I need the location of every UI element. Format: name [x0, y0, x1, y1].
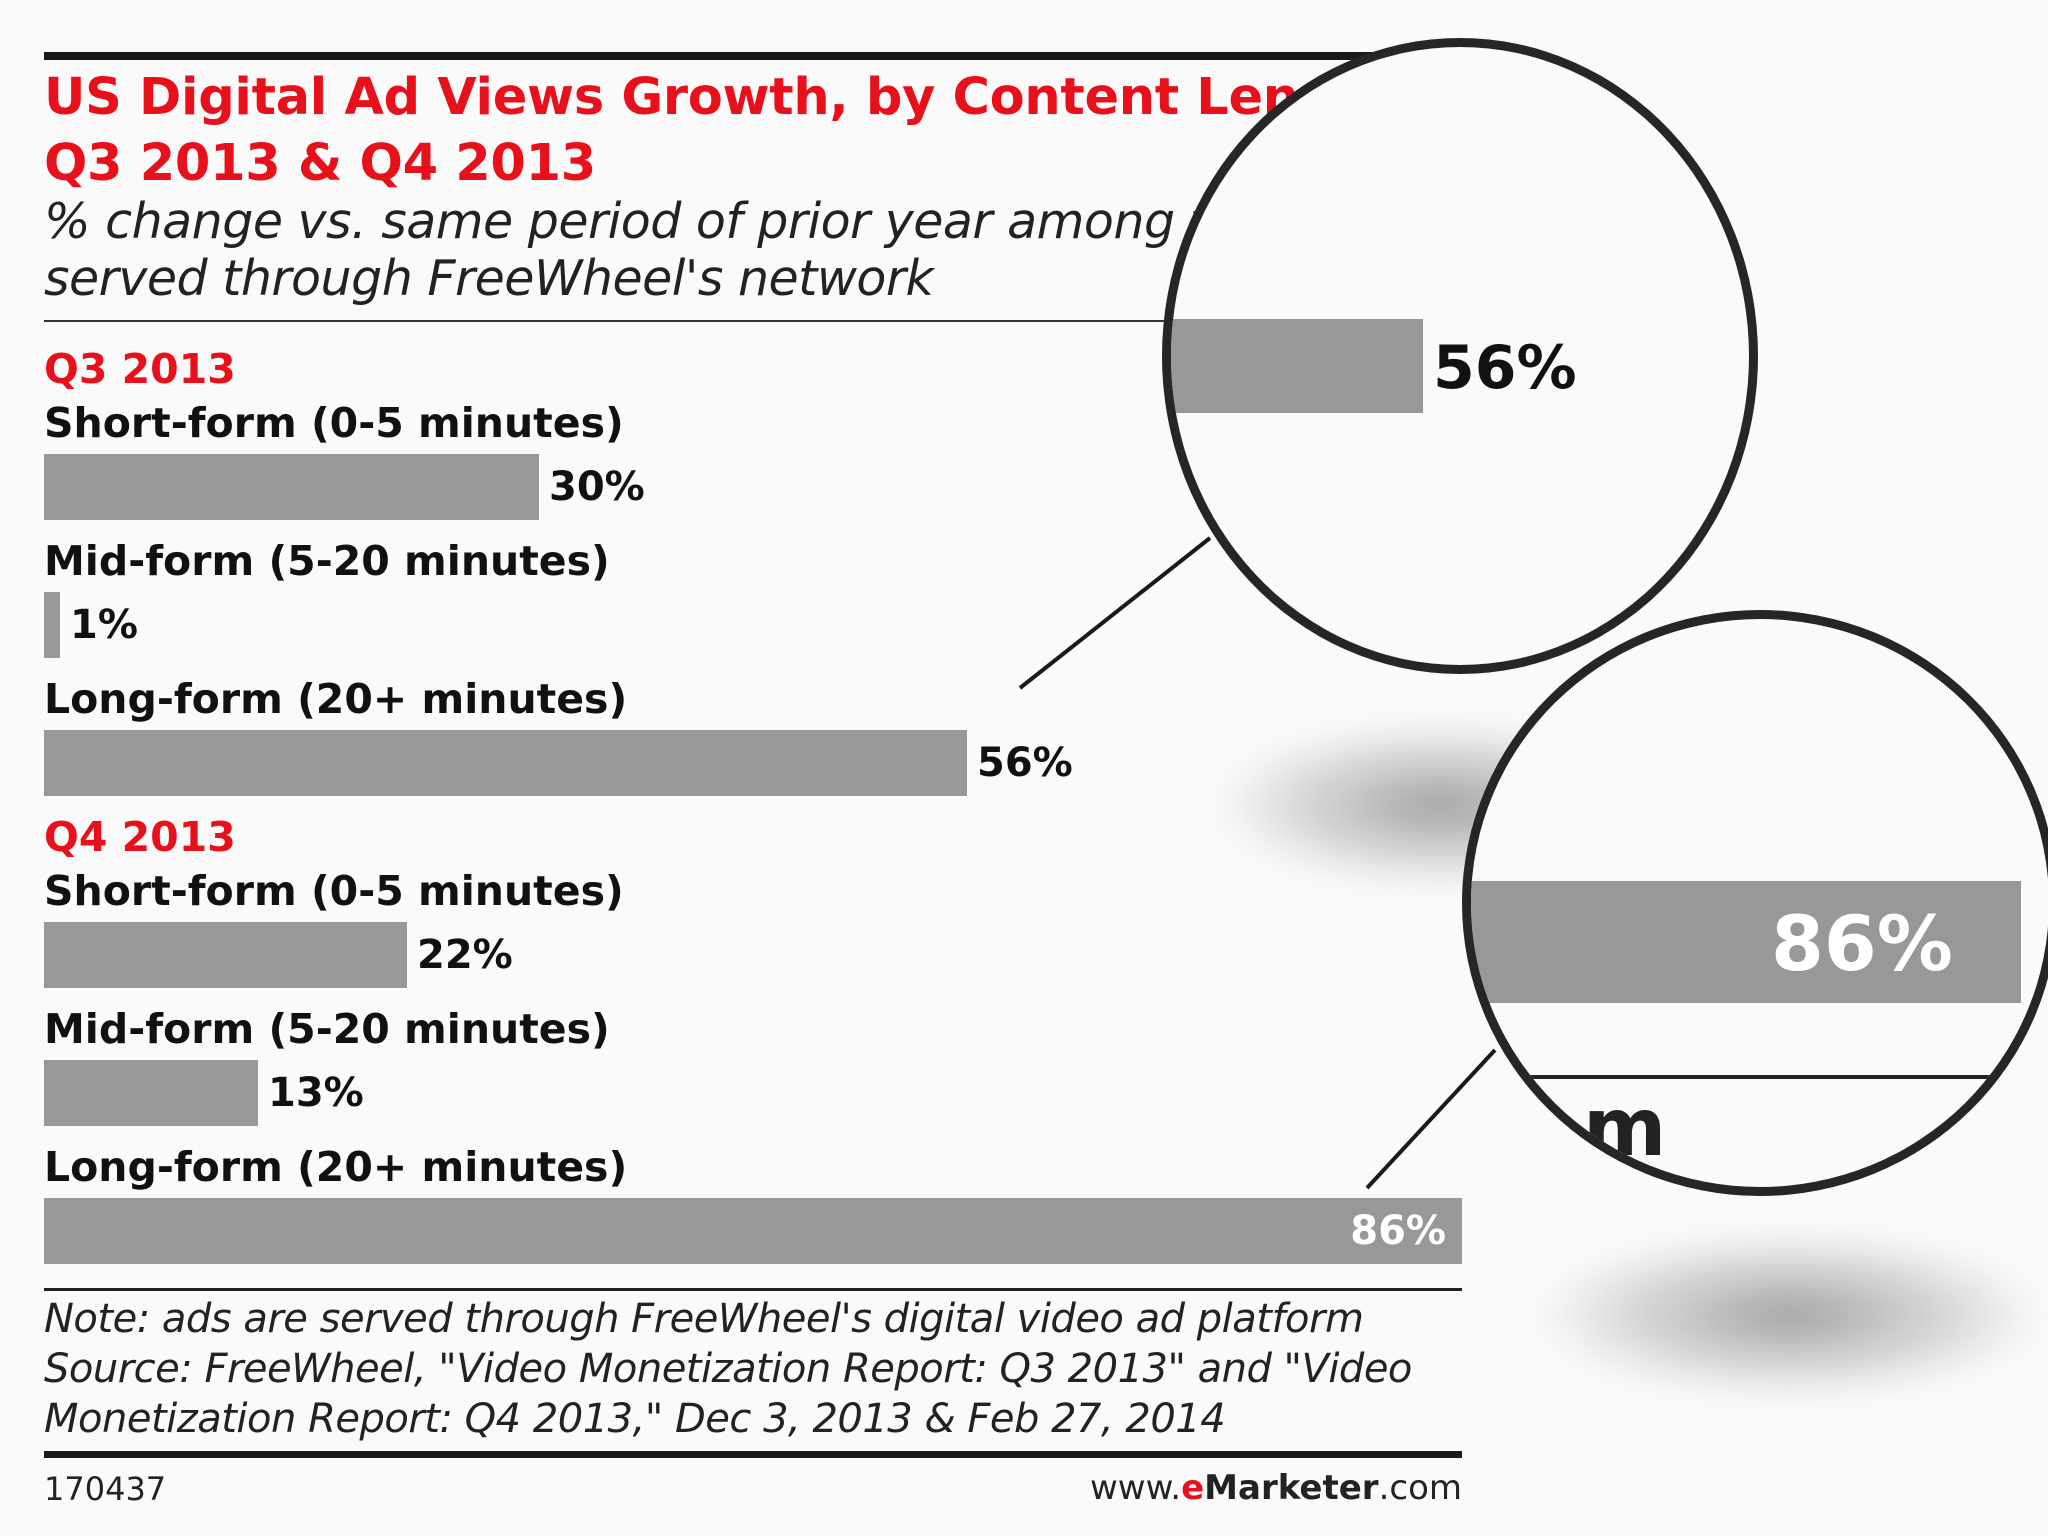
bar-value-label: 13% — [268, 1070, 364, 1116]
bar-plot: Q3 2013 Short-form (0-5 minutes) 30% Mid-fo… — [44, 346, 1462, 1266]
subtitle-rule — [44, 320, 1462, 322]
chart-title-line-2: Q3 2013 & Q4 2013 — [44, 134, 596, 193]
chart: US Digital Ad Views Growth, by Content L… — [44, 52, 1462, 1514]
brand-prefix: www. — [1090, 1468, 1182, 1508]
bar-row: 30% — [44, 454, 1462, 522]
lens-connector-1 — [1018, 536, 1212, 690]
chart-subtitle-line-1: % change vs. same period of prior year a… — [44, 193, 1292, 250]
bar-value-label: 1% — [70, 602, 138, 648]
chart-subtitle-line-2: served through FreeWheel's network — [44, 250, 934, 307]
bar — [44, 454, 539, 520]
top-rule — [44, 52, 1462, 60]
magnifier-2-value: 86% — [1771, 899, 1953, 988]
chart-title-line-1: US Digital Ad Views Growth, by Content L… — [44, 68, 1396, 127]
notes-rule — [44, 1288, 1462, 1291]
bar-value-label: 86% — [1350, 1208, 1446, 1254]
brand-name: Marketer — [1204, 1468, 1379, 1508]
bar-row: 1% — [44, 592, 1462, 660]
bar — [44, 730, 967, 796]
bar — [44, 922, 407, 988]
footer: 170437 www.eMarketer.com — [44, 1464, 1462, 1514]
magnifier-lens-1: 56% — [1162, 38, 1758, 674]
bar-row: 22% — [44, 922, 1462, 990]
brand-url[interactable]: www.eMarketer.com — [1090, 1468, 1462, 1508]
bar-value-label: 22% — [417, 932, 513, 978]
group-label-q3-2013: Q3 2013 — [44, 345, 236, 393]
magnifier-2-rule — [1471, 1075, 2048, 1079]
bar — [44, 592, 60, 658]
brand-e: e — [1181, 1468, 1205, 1508]
lens-connector-2 — [1365, 1048, 1497, 1190]
bar-row: 56% — [44, 730, 1462, 798]
bar-row: 13% — [44, 1060, 1462, 1128]
bar-value-label: 30% — [549, 464, 645, 510]
category-label: Short-form (0-5 minutes) — [44, 867, 624, 915]
magnifier-1-bar — [1171, 319, 1423, 413]
magnifier-2-clipped-glyph: m — [1583, 1081, 1667, 1174]
chart-id: 170437 — [44, 1470, 167, 1508]
category-label: Long-form (20+ minutes) — [44, 675, 628, 723]
category-label: Mid-form (5-20 minutes) — [44, 537, 610, 585]
note-line-1: Note: ads are served through FreeWheel's… — [44, 1296, 1364, 1342]
note-line-3: Monetization Report: Q4 2013," Dec 3, 20… — [44, 1396, 1226, 1442]
bar — [44, 1198, 1462, 1264]
category-label: Mid-form (5-20 minutes) — [44, 1005, 610, 1053]
bar-row: 86% — [44, 1198, 1462, 1266]
footer-rule — [44, 1451, 1462, 1458]
category-label: Short-form (0-5 minutes) — [44, 399, 624, 447]
category-label: Long-form (20+ minutes) — [44, 1143, 628, 1191]
magnifier-1-value: 56% — [1433, 333, 1577, 403]
note-line-2: Source: FreeWheel, "Video Monetization R… — [44, 1346, 1412, 1392]
bar — [44, 1060, 258, 1126]
lens-shadow-2 — [1530, 1230, 2048, 1400]
magnifier-lens-2: 86% m — [1462, 610, 2048, 1196]
group-label-q4-2013: Q4 2013 — [44, 813, 236, 861]
brand-suffix: .com — [1378, 1468, 1462, 1508]
magnifier-2-bar — [1471, 881, 2021, 1003]
bar-value-label: 56% — [977, 740, 1073, 786]
